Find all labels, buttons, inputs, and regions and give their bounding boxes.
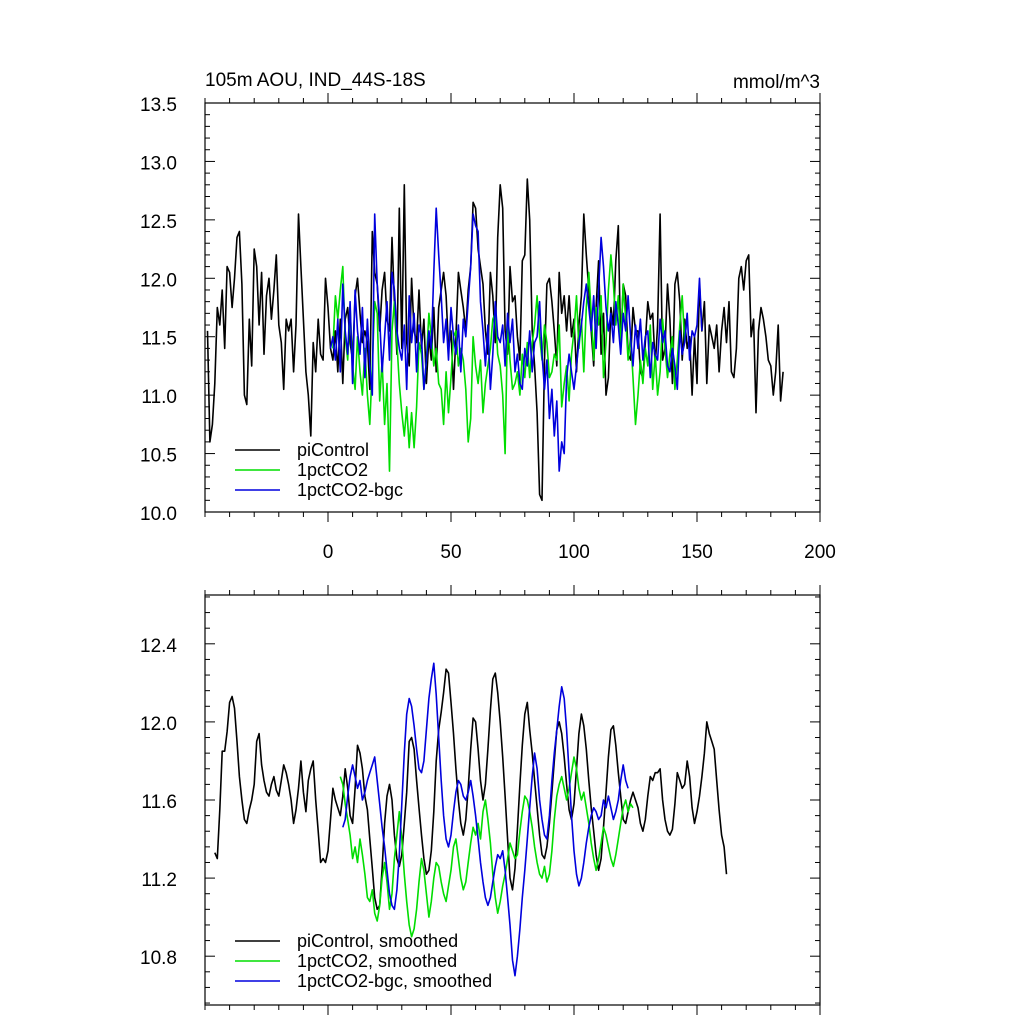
legend-label: piControl — [297, 440, 369, 460]
series-line-picontrol — [206, 178, 784, 502]
legend-label: 1pctCO2-bgc — [297, 480, 403, 500]
y-tick-label: 12.0 — [140, 270, 177, 291]
plot-frame — [204, 102, 821, 513]
y-tick-label: 11.5 — [141, 329, 177, 350]
y-tick-label: 10.5 — [140, 446, 177, 467]
legend-label: 1pctCO2-bgc, smoothed — [297, 971, 492, 991]
panel-1: 10.0 10.5 11.0 11.5 12.0 12.5 13.0 13.5 0 50 100 15… — [140, 70, 836, 563]
legend-label: 1pctCO2, smoothed — [297, 951, 457, 971]
x-tick-label: 50 — [440, 542, 461, 563]
units-label: mmol/m^3 — [733, 72, 820, 93]
y-tick-label: 10.0 — [140, 504, 177, 525]
series-line-1pctco2-bgc — [329, 207, 703, 472]
chart-title: 105m AOU, IND_44S-18S — [205, 70, 426, 91]
y-tick-label: 11.2 — [141, 870, 177, 891]
series-line-picontrol-smoothed — [214, 668, 728, 911]
x-tick-label: 100 — [558, 542, 590, 563]
x-tick-label: 150 — [681, 542, 713, 563]
series-line-1pctco2-smoothed — [339, 756, 634, 938]
series-line-1pctco2 — [332, 254, 688, 472]
legend-label: piControl, smoothed — [297, 931, 458, 951]
y-tick-label: 13.5 — [140, 95, 177, 116]
y-tick-label: 11.6 — [141, 792, 177, 813]
y-tick-label: 12.5 — [140, 212, 177, 233]
series-line-1pctco2-bgc-smoothed — [342, 662, 629, 977]
y-tick-label: 13.0 — [140, 153, 177, 174]
x-tick-label: 0 — [323, 542, 334, 563]
y-tick-label: 11.0 — [141, 387, 177, 408]
y-tick-label: 12.0 — [140, 714, 177, 735]
y-tick-label: 10.8 — [140, 948, 177, 969]
legend-label: 1pctCO2 — [297, 460, 368, 480]
x-tick-label: 200 — [804, 542, 836, 563]
y-tick-label: 12.4 — [140, 636, 177, 657]
